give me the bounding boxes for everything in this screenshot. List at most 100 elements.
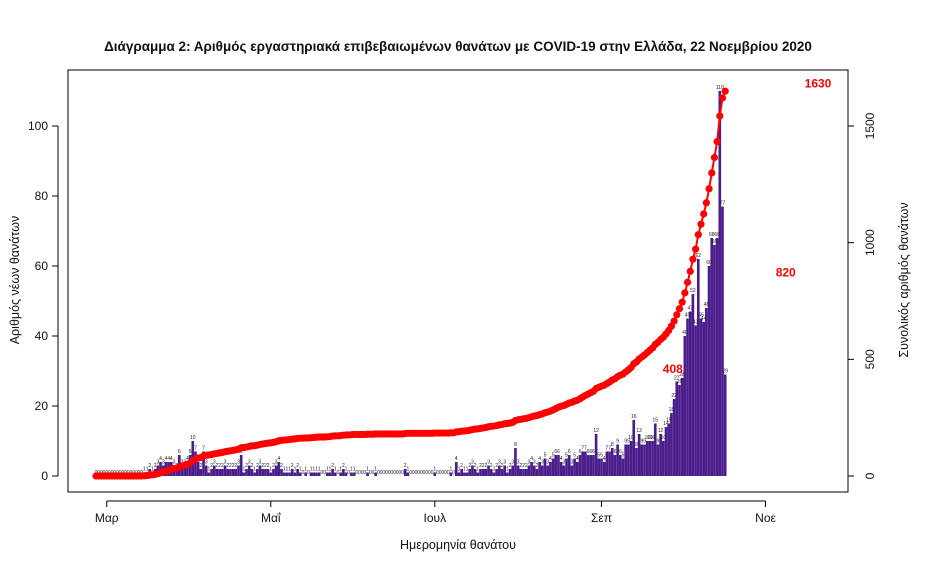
data-label: 3	[528, 460, 531, 466]
data-label: 3	[546, 460, 549, 466]
data-label: 3	[541, 460, 544, 466]
bar	[202, 451, 205, 476]
bar	[643, 444, 646, 476]
data-label: 1	[151, 467, 154, 473]
bar	[524, 469, 528, 476]
data-label: 2	[245, 463, 248, 469]
bar	[264, 469, 267, 476]
data-label: 1	[315, 467, 318, 473]
bar-labels: 0000000000000000001121234344432633461074…	[95, 85, 729, 476]
data-label: 1	[269, 467, 272, 473]
bar	[277, 462, 281, 476]
bar	[229, 469, 232, 476]
data-label: 0	[412, 470, 415, 476]
cumulative-line	[92, 87, 729, 480]
data-label: 4	[538, 456, 541, 462]
data-label: 0	[428, 470, 431, 476]
data-label: 6	[240, 449, 243, 455]
data-label: 1	[299, 467, 302, 473]
data-label: 2	[296, 463, 299, 469]
data-label: 60	[706, 260, 712, 266]
bar-series	[143, 91, 727, 476]
data-label: 2	[342, 463, 345, 469]
data-label: 52	[690, 288, 696, 294]
bar	[218, 469, 221, 476]
bar	[299, 472, 302, 476]
bar	[608, 451, 611, 476]
data-label: 3	[248, 460, 251, 466]
data-label: 3	[156, 460, 159, 466]
bar	[317, 472, 321, 476]
bar	[567, 455, 571, 476]
data-label: 9	[627, 439, 630, 445]
data-label: 6	[189, 449, 192, 455]
data-label: 2	[468, 463, 471, 469]
bar	[500, 469, 504, 476]
cumulative-point	[681, 289, 689, 297]
data-label: 1	[353, 467, 356, 473]
bar	[492, 472, 496, 476]
bar	[231, 469, 235, 476]
data-label: 6	[614, 449, 617, 455]
data-label: 2	[267, 463, 270, 469]
data-label: 0	[382, 470, 385, 476]
data-label: 0	[355, 470, 358, 476]
data-label: 2	[272, 463, 275, 469]
data-label: 1	[146, 467, 149, 473]
bar	[245, 469, 248, 476]
data-label: 2	[280, 463, 283, 469]
data-label: 0	[377, 470, 380, 476]
bar	[532, 465, 536, 476]
cumulative-point	[689, 255, 697, 263]
data-label: 9	[640, 439, 643, 445]
data-label: 0	[425, 470, 428, 476]
data-label: 6	[589, 449, 592, 455]
cumulative-point	[718, 94, 727, 102]
bar	[250, 469, 254, 476]
bar	[629, 441, 633, 476]
data-label: 48	[704, 302, 710, 308]
bar	[589, 455, 593, 476]
data-label: 1	[339, 467, 342, 473]
data-label: 1	[294, 467, 297, 473]
data-label: 12	[658, 428, 664, 434]
data-label: 3	[562, 460, 565, 466]
data-label: 7	[581, 446, 584, 452]
data-label: 1	[318, 467, 321, 473]
bar	[627, 444, 630, 476]
bar	[258, 465, 262, 476]
data-label: 1	[143, 467, 146, 473]
data-label: 0	[307, 470, 310, 476]
data-label: 1	[253, 467, 256, 473]
data-label: 5	[597, 453, 600, 459]
bar	[672, 399, 676, 476]
x-axis-label: Ημερομηνία θανάτου	[400, 538, 516, 552]
data-label: 0	[417, 470, 420, 476]
data-label: 6	[557, 449, 560, 455]
data-label: 0	[447, 470, 450, 476]
data-label: 0	[302, 470, 305, 476]
cumulative-label: 1630	[805, 77, 832, 91]
bar	[675, 381, 679, 476]
bar	[592, 455, 595, 476]
data-label: 4	[186, 456, 189, 462]
bar	[543, 458, 547, 476]
bar	[670, 413, 673, 476]
data-label: 3	[173, 460, 176, 466]
bar	[621, 458, 625, 476]
data-label: 0	[441, 470, 444, 476]
data-label: 6	[587, 449, 590, 455]
data-label: 0	[436, 470, 439, 476]
bar	[705, 308, 708, 476]
data-label: 0	[396, 470, 399, 476]
bar	[723, 374, 727, 476]
bar	[454, 462, 458, 476]
y-axis-label-left: Αριθμός νέων θανάτων	[8, 216, 22, 345]
bar	[468, 469, 472, 476]
data-label: 0	[347, 470, 350, 476]
data-label: 2	[291, 463, 294, 469]
bar	[293, 472, 297, 476]
bar	[495, 469, 498, 476]
bar	[199, 469, 203, 476]
bar	[710, 238, 714, 476]
